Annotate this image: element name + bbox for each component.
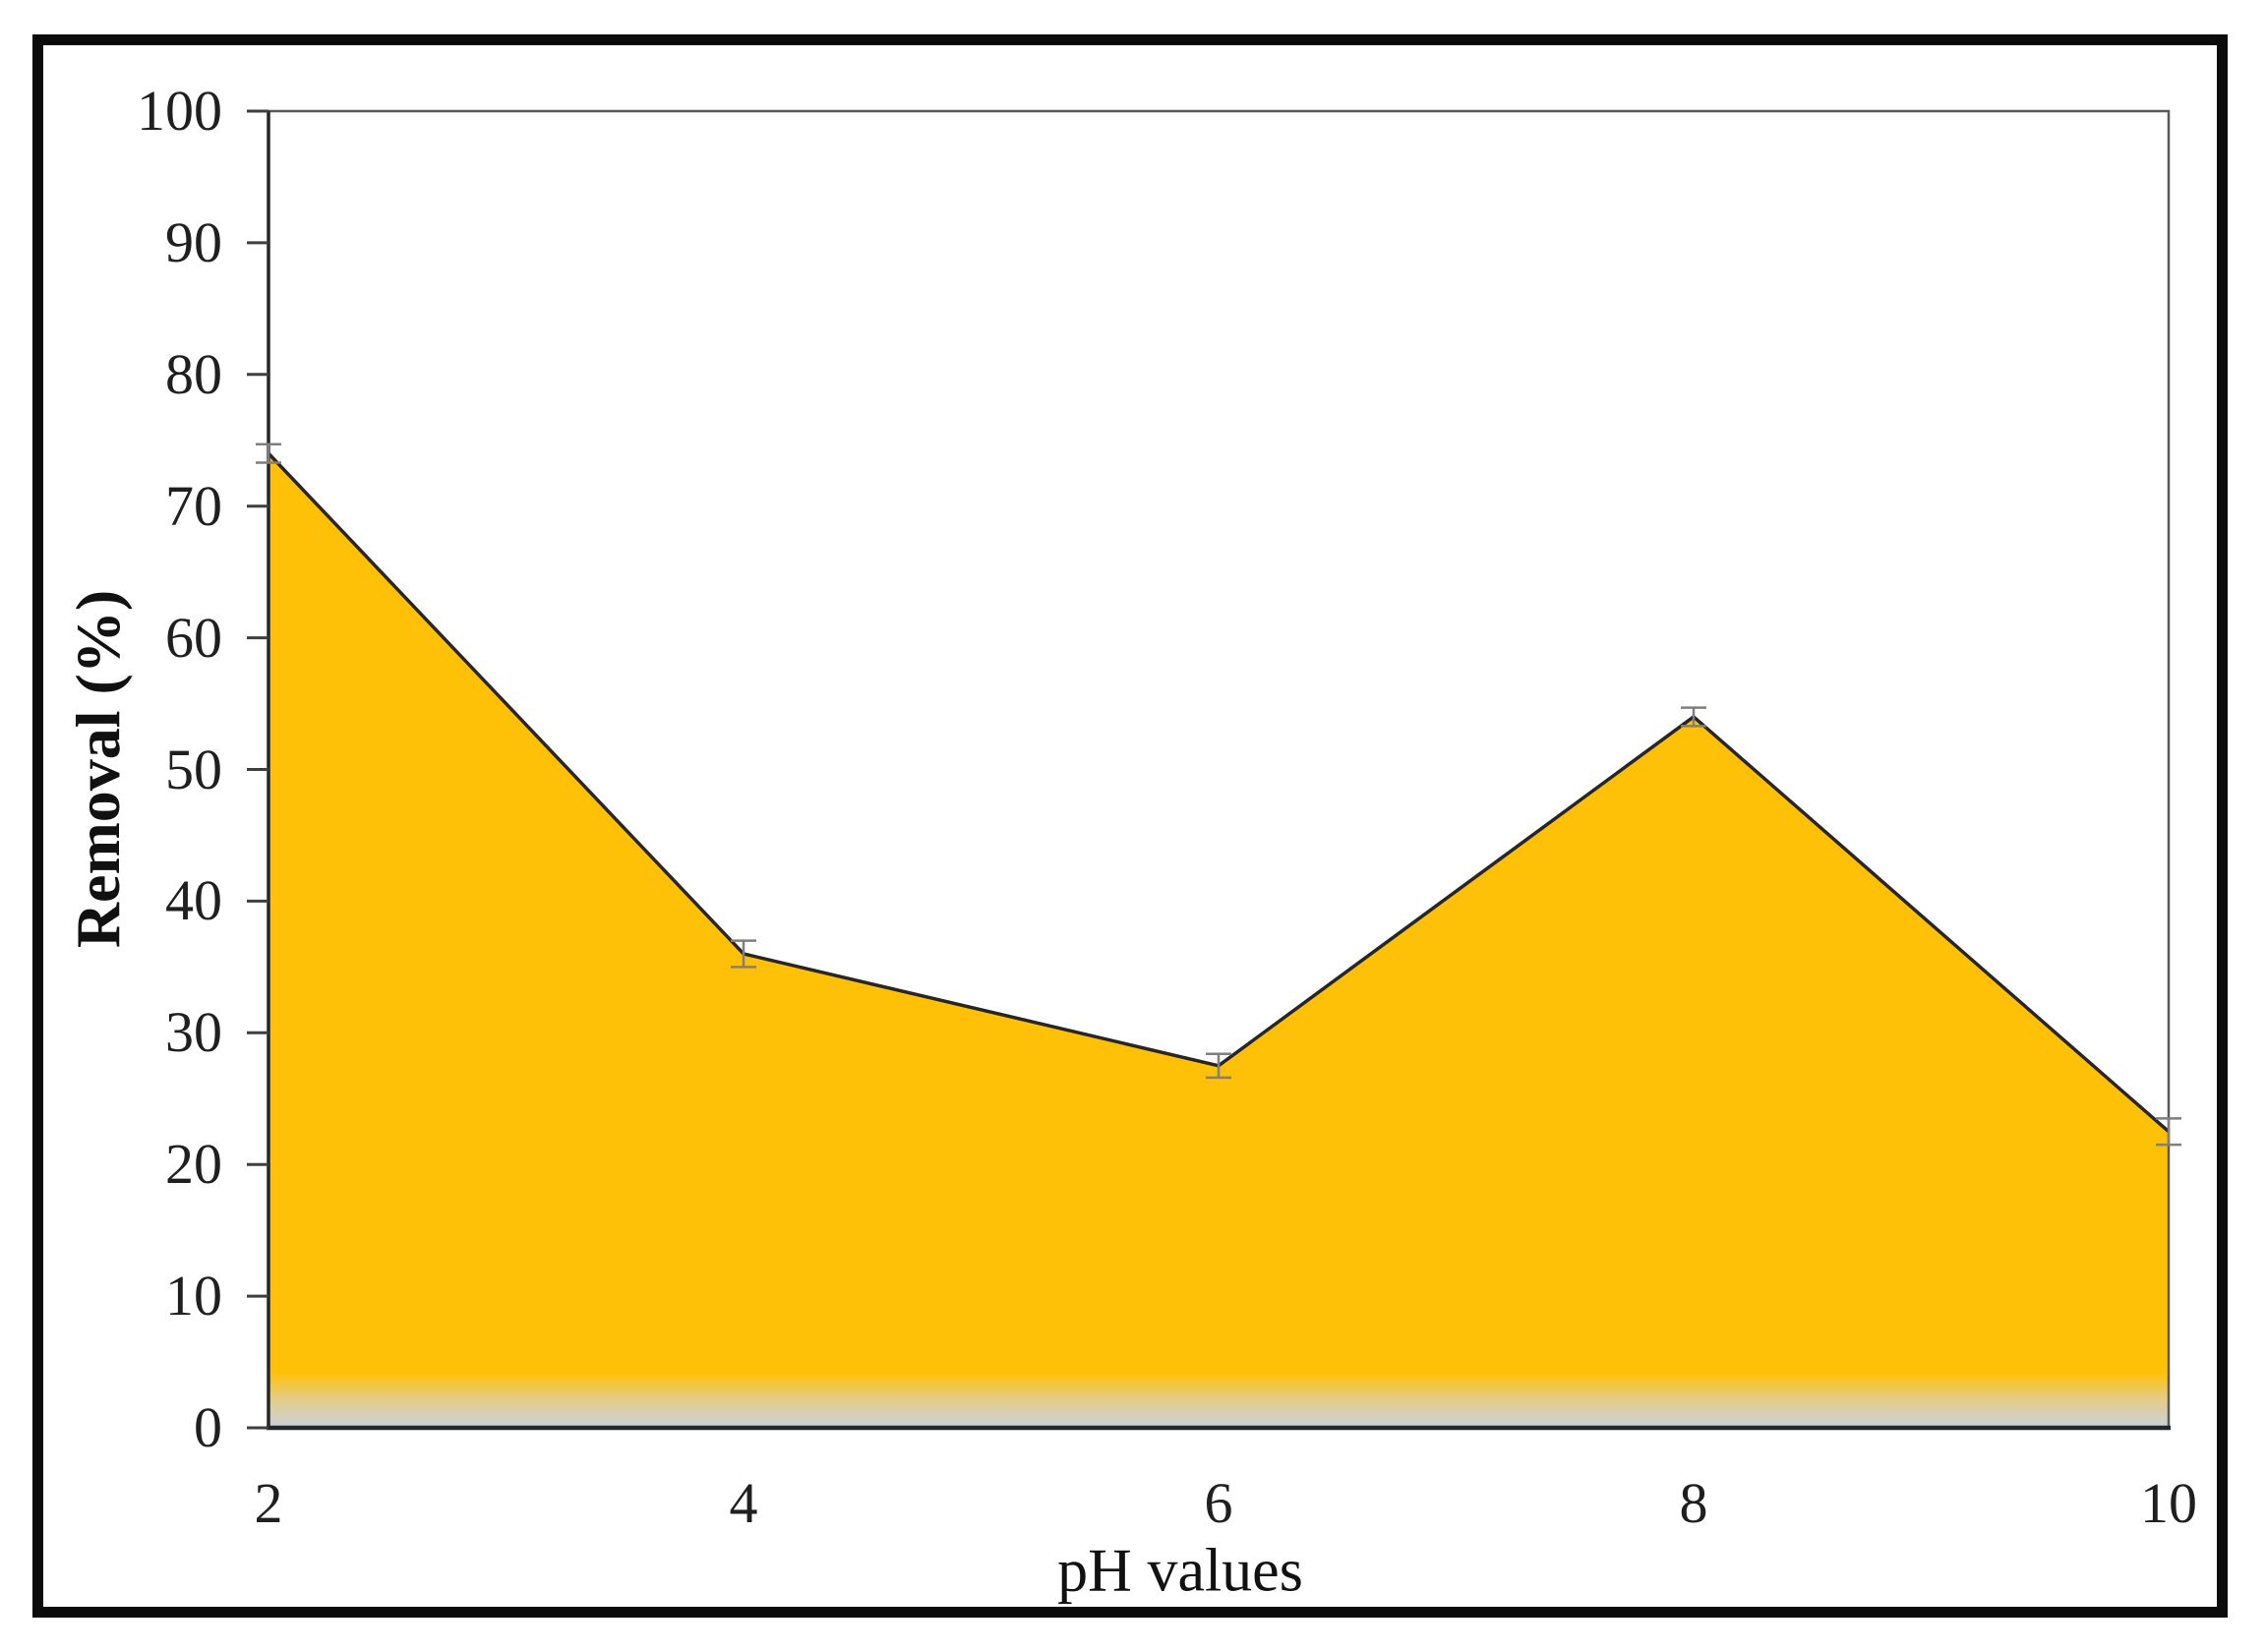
x-tick-label: 4 — [729, 1471, 758, 1535]
x-tick-label: 8 — [1679, 1471, 1708, 1535]
area-fill — [268, 453, 2169, 1428]
x-tick-label: 2 — [254, 1471, 283, 1535]
y-tick-label: 20 — [165, 1132, 222, 1197]
y-tick-label: 70 — [165, 473, 222, 538]
x-axis-title: pH values — [1057, 1537, 1303, 1605]
x-tick-label: 10 — [2140, 1471, 2197, 1535]
y-tick-label: 90 — [165, 209, 222, 274]
y-tick-label: 50 — [165, 737, 222, 801]
y-axis-title: Removal (%) — [63, 589, 133, 949]
y-tick-label: 30 — [165, 1000, 222, 1065]
y-tick-label: 40 — [165, 868, 222, 933]
y-tick-label: 0 — [194, 1395, 222, 1459]
x-tick-label: 6 — [1204, 1471, 1233, 1535]
y-tick-label: 60 — [165, 605, 222, 670]
y-tick-label: 100 — [137, 79, 222, 143]
y-tick-label: 10 — [165, 1264, 222, 1328]
y-tick-label: 80 — [165, 341, 222, 406]
